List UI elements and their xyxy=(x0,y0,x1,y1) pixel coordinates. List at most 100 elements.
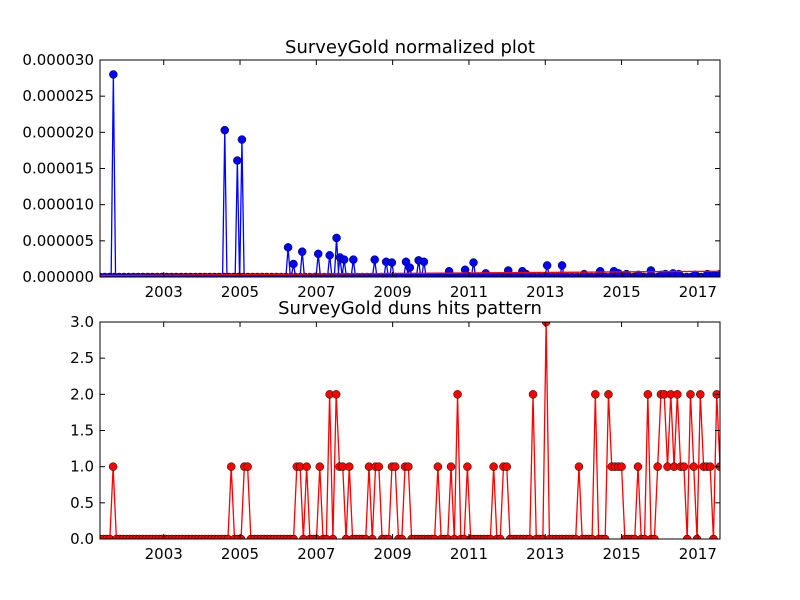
data-point xyxy=(689,462,699,471)
data-point xyxy=(109,70,118,79)
data-point xyxy=(332,233,341,243)
data-point xyxy=(313,249,323,259)
data-point xyxy=(705,462,715,471)
data-point xyxy=(419,257,429,267)
data-point xyxy=(233,156,242,165)
y-tick-label: 3.0 xyxy=(70,313,94,331)
data-point xyxy=(617,462,626,471)
data-point xyxy=(289,259,298,269)
data-point xyxy=(643,390,653,399)
y-tick-label: 1.5 xyxy=(70,422,94,440)
y-tick-label: 0.000015 xyxy=(22,160,94,178)
x-tick-label: 2015 xyxy=(602,283,640,301)
data-point xyxy=(349,255,358,264)
data-point xyxy=(682,534,692,539)
data-point xyxy=(591,390,600,399)
data-point xyxy=(108,462,118,471)
y-tick-label: 0.000010 xyxy=(22,196,94,214)
data-point xyxy=(397,534,407,539)
data-point xyxy=(459,534,469,539)
chart-title: SurveyGold duns hits pattern xyxy=(278,298,542,319)
series-line-2 xyxy=(100,270,720,277)
data-point xyxy=(368,534,377,539)
data-point xyxy=(525,534,534,539)
data-point xyxy=(299,534,308,539)
x-tick-label: 2017 xyxy=(679,545,717,563)
data-point xyxy=(640,534,649,539)
x-tick-label: 2003 xyxy=(145,283,183,301)
data-point xyxy=(283,243,293,252)
x-tick-label: 2011 xyxy=(450,545,488,563)
data-point xyxy=(361,534,370,539)
data-point xyxy=(650,534,659,539)
data-point xyxy=(595,266,605,276)
x-tick-label: 2013 xyxy=(526,283,564,301)
data-point xyxy=(557,261,567,270)
data-point xyxy=(653,462,662,471)
data-point xyxy=(571,534,580,539)
data-point xyxy=(236,534,246,539)
data-point xyxy=(521,269,531,277)
plot-area xyxy=(100,70,720,277)
x-tick-label: 2007 xyxy=(297,283,335,301)
data-point xyxy=(679,462,689,471)
y-tick-label: 0.000025 xyxy=(22,87,94,105)
x-tick-label: 2013 xyxy=(526,545,564,563)
data-point xyxy=(223,534,233,539)
data-point xyxy=(370,255,379,264)
x-tick-label: 2017 xyxy=(679,283,717,301)
data-point xyxy=(450,534,459,539)
data-point xyxy=(646,266,656,275)
y-tick-label: 0.5 xyxy=(70,494,94,512)
x-tick-label: 2007 xyxy=(297,545,335,563)
data-point xyxy=(443,534,452,539)
data-point xyxy=(243,462,252,471)
y-tick-label: 0.000005 xyxy=(22,232,94,250)
data-point xyxy=(302,462,311,471)
x-tick-label: 2003 xyxy=(145,545,183,563)
data-point xyxy=(453,390,462,399)
data-point xyxy=(387,258,397,267)
data-point xyxy=(289,534,298,539)
normalized-plot-chart: 0.000000 0.000005 0.000010 0.000015 0.000020… xyxy=(22,37,721,301)
data-point xyxy=(325,251,334,260)
data-point xyxy=(433,462,443,471)
data-point xyxy=(339,255,349,264)
y-tick-label: 0.0 xyxy=(70,530,94,548)
x-tick-label: 2009 xyxy=(374,545,412,563)
data-point xyxy=(692,534,702,539)
data-point xyxy=(587,534,597,539)
data-point xyxy=(404,462,413,471)
data-point xyxy=(328,534,338,539)
data-point xyxy=(226,462,236,471)
x-tick-label: 2009 xyxy=(374,283,412,301)
data-point xyxy=(709,534,718,539)
data-point xyxy=(469,258,478,267)
data-point xyxy=(495,534,505,539)
data-point xyxy=(297,247,307,256)
data-point xyxy=(446,462,456,471)
data-point xyxy=(463,462,472,471)
data-point xyxy=(630,534,639,539)
data-point xyxy=(542,261,552,270)
data-point xyxy=(220,125,230,135)
data-point xyxy=(405,263,415,272)
y-tick-label: 2.5 xyxy=(70,349,94,367)
x-tick-label: 2015 xyxy=(602,545,640,563)
duns-hits-chart: 0.0 0.5 1.0 1.5 2.0 2.5 3.0 2003 2005 2007 2009 201… xyxy=(70,298,721,563)
data-point xyxy=(322,534,331,539)
plot-area xyxy=(100,322,720,539)
x-tick-label: 2005 xyxy=(221,283,259,301)
data-point xyxy=(331,390,341,399)
data-point xyxy=(489,462,498,471)
y-tick-label: 1.0 xyxy=(70,458,94,476)
data-point xyxy=(528,390,538,399)
data-point xyxy=(237,135,247,144)
y-tick-label: 0.000020 xyxy=(22,123,94,141)
y-tick-label: 2.0 xyxy=(70,385,94,403)
data-point xyxy=(390,462,400,471)
data-point xyxy=(673,390,682,399)
data-point xyxy=(430,534,439,539)
